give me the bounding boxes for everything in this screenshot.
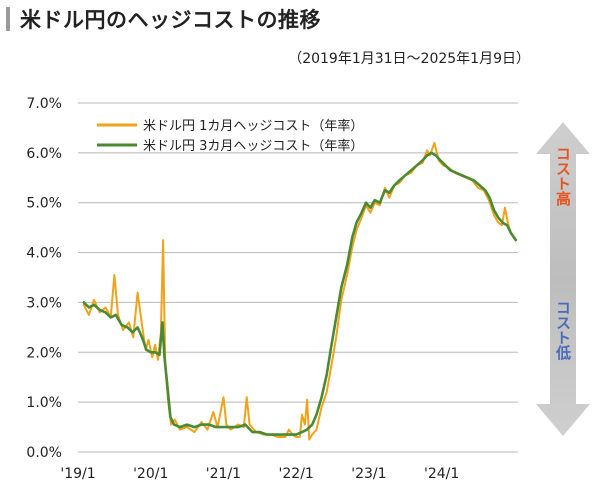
y-tick-label: 1.0% <box>26 395 62 411</box>
x-tick-label: '21/1 <box>206 466 241 482</box>
x-tick-label: '24/1 <box>424 466 459 482</box>
x-tick-label: '23/1 <box>351 466 386 482</box>
cost-arrow-shape <box>536 122 590 436</box>
legend-label-3m: 米ドル円 3カ月ヘッジコスト（年率） <box>143 138 363 154</box>
x-tick-label: '22/1 <box>279 466 314 482</box>
x-tick-label: '19/1 <box>60 466 95 482</box>
cost-high-label: コスト高 <box>554 146 572 207</box>
cost-low-label: コスト低 <box>554 300 572 361</box>
legend-label-1m: 米ドル円 1カ月ヘッジコスト（年率） <box>143 118 363 134</box>
legend: 米ドル円 1カ月ヘッジコスト（年率） 米ドル円 3カ月ヘッジコスト（年率） <box>97 118 363 154</box>
title-block: 米ドル円のヘッジコストの推移 <box>6 6 321 32</box>
chart-title: 米ドル円のヘッジコストの推移 <box>20 8 321 32</box>
y-tick-label: 4.0% <box>26 246 62 262</box>
y-tick-label: 3.0% <box>26 295 62 311</box>
title-accent-bar <box>6 7 10 31</box>
x-tick-label: '20/1 <box>133 466 168 482</box>
y-tick-label: 7.0% <box>26 96 62 112</box>
y-axis: 0.0% 1.0% 2.0% 3.0% 4.0% 5.0% 6.0% 7.0% <box>26 96 62 461</box>
cost-arrow: コスト高 コスト低 <box>536 122 590 436</box>
series-line-1m <box>82 141 517 441</box>
chart-subtitle: （2019年1月31日～2025年1月9日） <box>288 51 530 67</box>
y-tick-label: 6.0% <box>26 146 62 162</box>
series-layer <box>82 141 518 441</box>
x-axis: '19/1 '20/1 '21/1 '22/1 '23/1 '24/1 <box>60 466 459 482</box>
y-tick-label: 0.0% <box>26 445 62 461</box>
grid-lines <box>78 102 518 453</box>
y-tick-label: 2.0% <box>26 345 62 361</box>
y-tick-label: 5.0% <box>26 196 62 212</box>
series-line-3m <box>82 151 518 436</box>
